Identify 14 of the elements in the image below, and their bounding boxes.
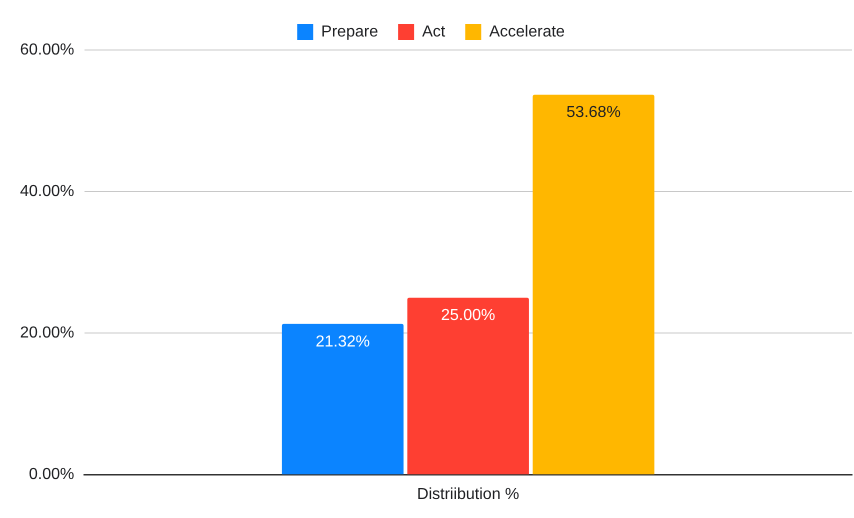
data-label: 21.32%	[316, 333, 370, 350]
bar	[532, 94, 654, 474]
legend-label: Accelerate	[489, 23, 565, 40]
legend-label: Prepare	[321, 23, 378, 40]
x-tick-label: Distriibution %	[417, 486, 520, 503]
y-tick-label: 20.00%	[20, 324, 74, 342]
data-label: 53.68%	[566, 104, 621, 122]
bar	[282, 324, 404, 474]
y-tick-label: 0.00%	[28, 466, 74, 484]
bar	[407, 298, 529, 474]
y-tick-label: 60.00%	[20, 41, 74, 58]
y-tick-label: 40.00%	[20, 183, 74, 200]
data-label: 25.00%	[441, 307, 496, 324]
legend-label: Act	[422, 23, 446, 40]
